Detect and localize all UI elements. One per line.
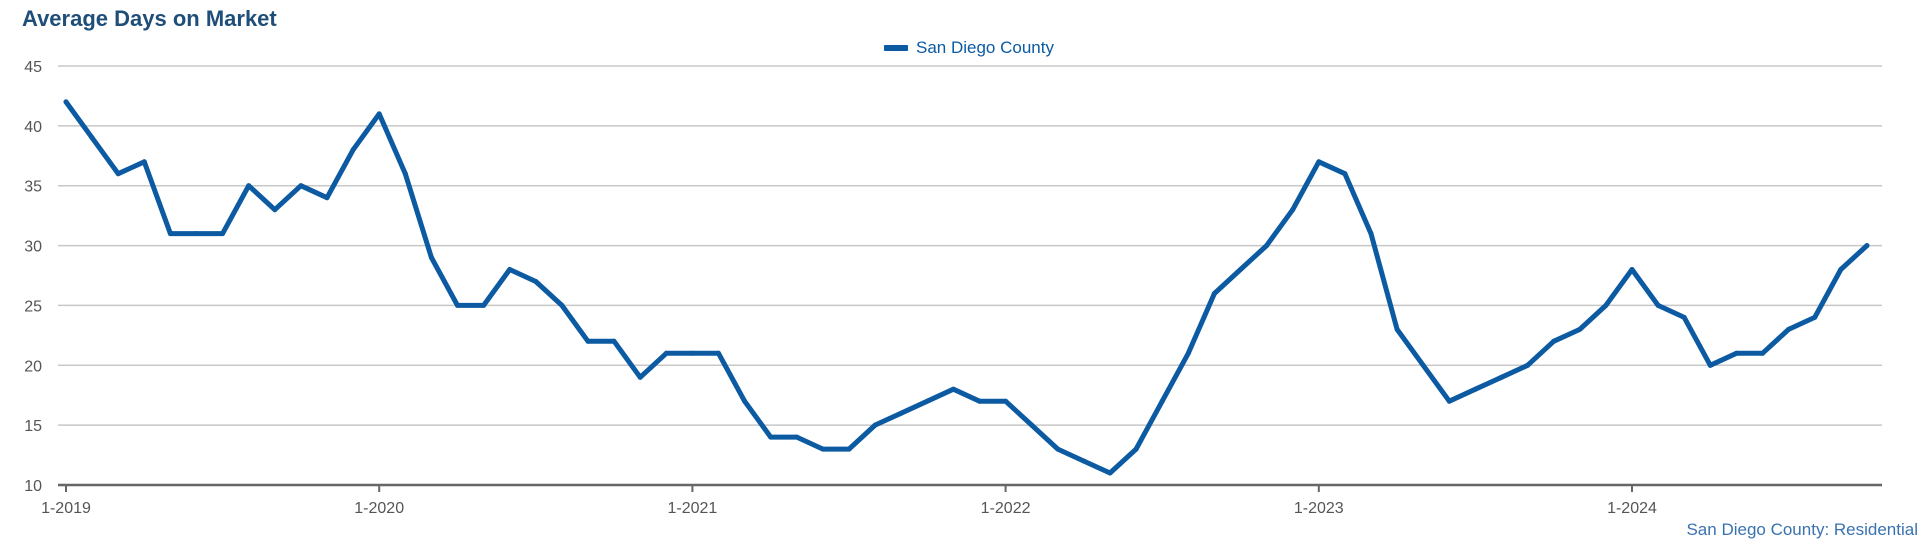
data-point <box>1081 458 1087 464</box>
x-tick-label: 1-2019 <box>41 500 91 517</box>
legend-swatch <box>884 45 908 51</box>
x-tick-label: 1-2024 <box>1607 500 1657 517</box>
data-point <box>141 159 147 165</box>
data-point <box>1133 446 1139 452</box>
data-point <box>1525 362 1531 368</box>
x-tick-label: 1-2020 <box>354 500 404 517</box>
data-point <box>1472 386 1478 392</box>
data-point <box>1420 362 1426 368</box>
data-point <box>194 231 199 237</box>
data-point <box>324 195 330 201</box>
legend: San Diego County <box>884 38 1054 58</box>
data-point <box>1707 362 1713 368</box>
y-tick-label: 35 <box>24 179 42 196</box>
data-point <box>1238 267 1243 272</box>
data-point <box>167 231 173 237</box>
data-point <box>376 111 382 117</box>
data-point <box>402 171 408 177</box>
data-point <box>1264 243 1270 249</box>
data-point <box>1290 207 1296 213</box>
data-point <box>1864 243 1870 249</box>
data-point <box>742 398 748 404</box>
data-point <box>689 350 695 356</box>
data-point <box>846 446 852 452</box>
footer-note: San Diego County: Residential <box>1686 520 1918 539</box>
y-tick-label: 40 <box>24 119 42 136</box>
y-tick-label: 25 <box>24 298 42 315</box>
data-point <box>1812 314 1818 320</box>
x-tick-label: 1-2022 <box>981 500 1031 517</box>
y-tick-label: 20 <box>24 358 42 375</box>
series-line-san-diego-county <box>63 99 1870 476</box>
data-point <box>1499 374 1504 380</box>
data-point <box>1185 350 1191 356</box>
data-point <box>89 135 95 141</box>
data-point <box>1629 267 1635 272</box>
data-point <box>924 398 930 404</box>
data-point <box>898 410 904 416</box>
x-tick-label: 1-2023 <box>1294 500 1344 517</box>
y-tick-label: 30 <box>24 239 42 256</box>
data-point <box>533 279 539 284</box>
data-point <box>1838 267 1844 272</box>
data-point <box>1003 398 1009 404</box>
data-point <box>1029 422 1035 428</box>
data-point <box>1159 398 1165 404</box>
data-point <box>455 302 460 308</box>
data-point <box>63 99 69 105</box>
data-point <box>820 446 826 452</box>
chart-title: Average Days on Market <box>22 6 277 31</box>
data-point <box>1786 326 1792 332</box>
data-point <box>1394 326 1400 332</box>
data-point <box>115 171 121 177</box>
data-point <box>716 350 721 356</box>
data-point <box>428 255 434 260</box>
data-point <box>872 422 878 428</box>
data-point <box>559 302 565 308</box>
y-tick-label: 45 <box>24 59 42 76</box>
data-point <box>220 231 226 237</box>
data-point <box>794 434 800 440</box>
data-point <box>637 374 643 380</box>
data-point <box>272 207 278 213</box>
data-point <box>246 183 252 189</box>
y-tick-label: 15 <box>24 418 42 435</box>
data-point <box>585 338 591 344</box>
data-point <box>950 386 956 392</box>
data-point <box>507 267 513 272</box>
data-point <box>1681 314 1687 320</box>
y-tick-label: 10 <box>24 478 42 495</box>
data-point <box>611 338 617 344</box>
data-point <box>1551 338 1557 344</box>
data-point <box>768 434 774 440</box>
data-point <box>1342 171 1348 177</box>
data-point <box>1055 446 1061 452</box>
legend-label: San Diego County <box>916 38 1054 57</box>
data-point <box>1577 326 1583 332</box>
data-point <box>1316 159 1322 165</box>
data-point <box>1368 231 1374 237</box>
data-point <box>977 398 982 404</box>
data-point <box>1733 350 1739 356</box>
data-point <box>1603 302 1609 308</box>
data-point <box>1211 291 1217 296</box>
x-tick-label: 1-2021 <box>667 500 717 517</box>
data-point <box>1446 398 1452 404</box>
data-point <box>1760 350 1765 356</box>
data-point <box>663 350 669 356</box>
data-point <box>298 183 304 189</box>
data-point <box>1107 470 1113 476</box>
data-point <box>350 147 356 153</box>
data-point <box>481 302 487 308</box>
data-point <box>1655 302 1661 308</box>
